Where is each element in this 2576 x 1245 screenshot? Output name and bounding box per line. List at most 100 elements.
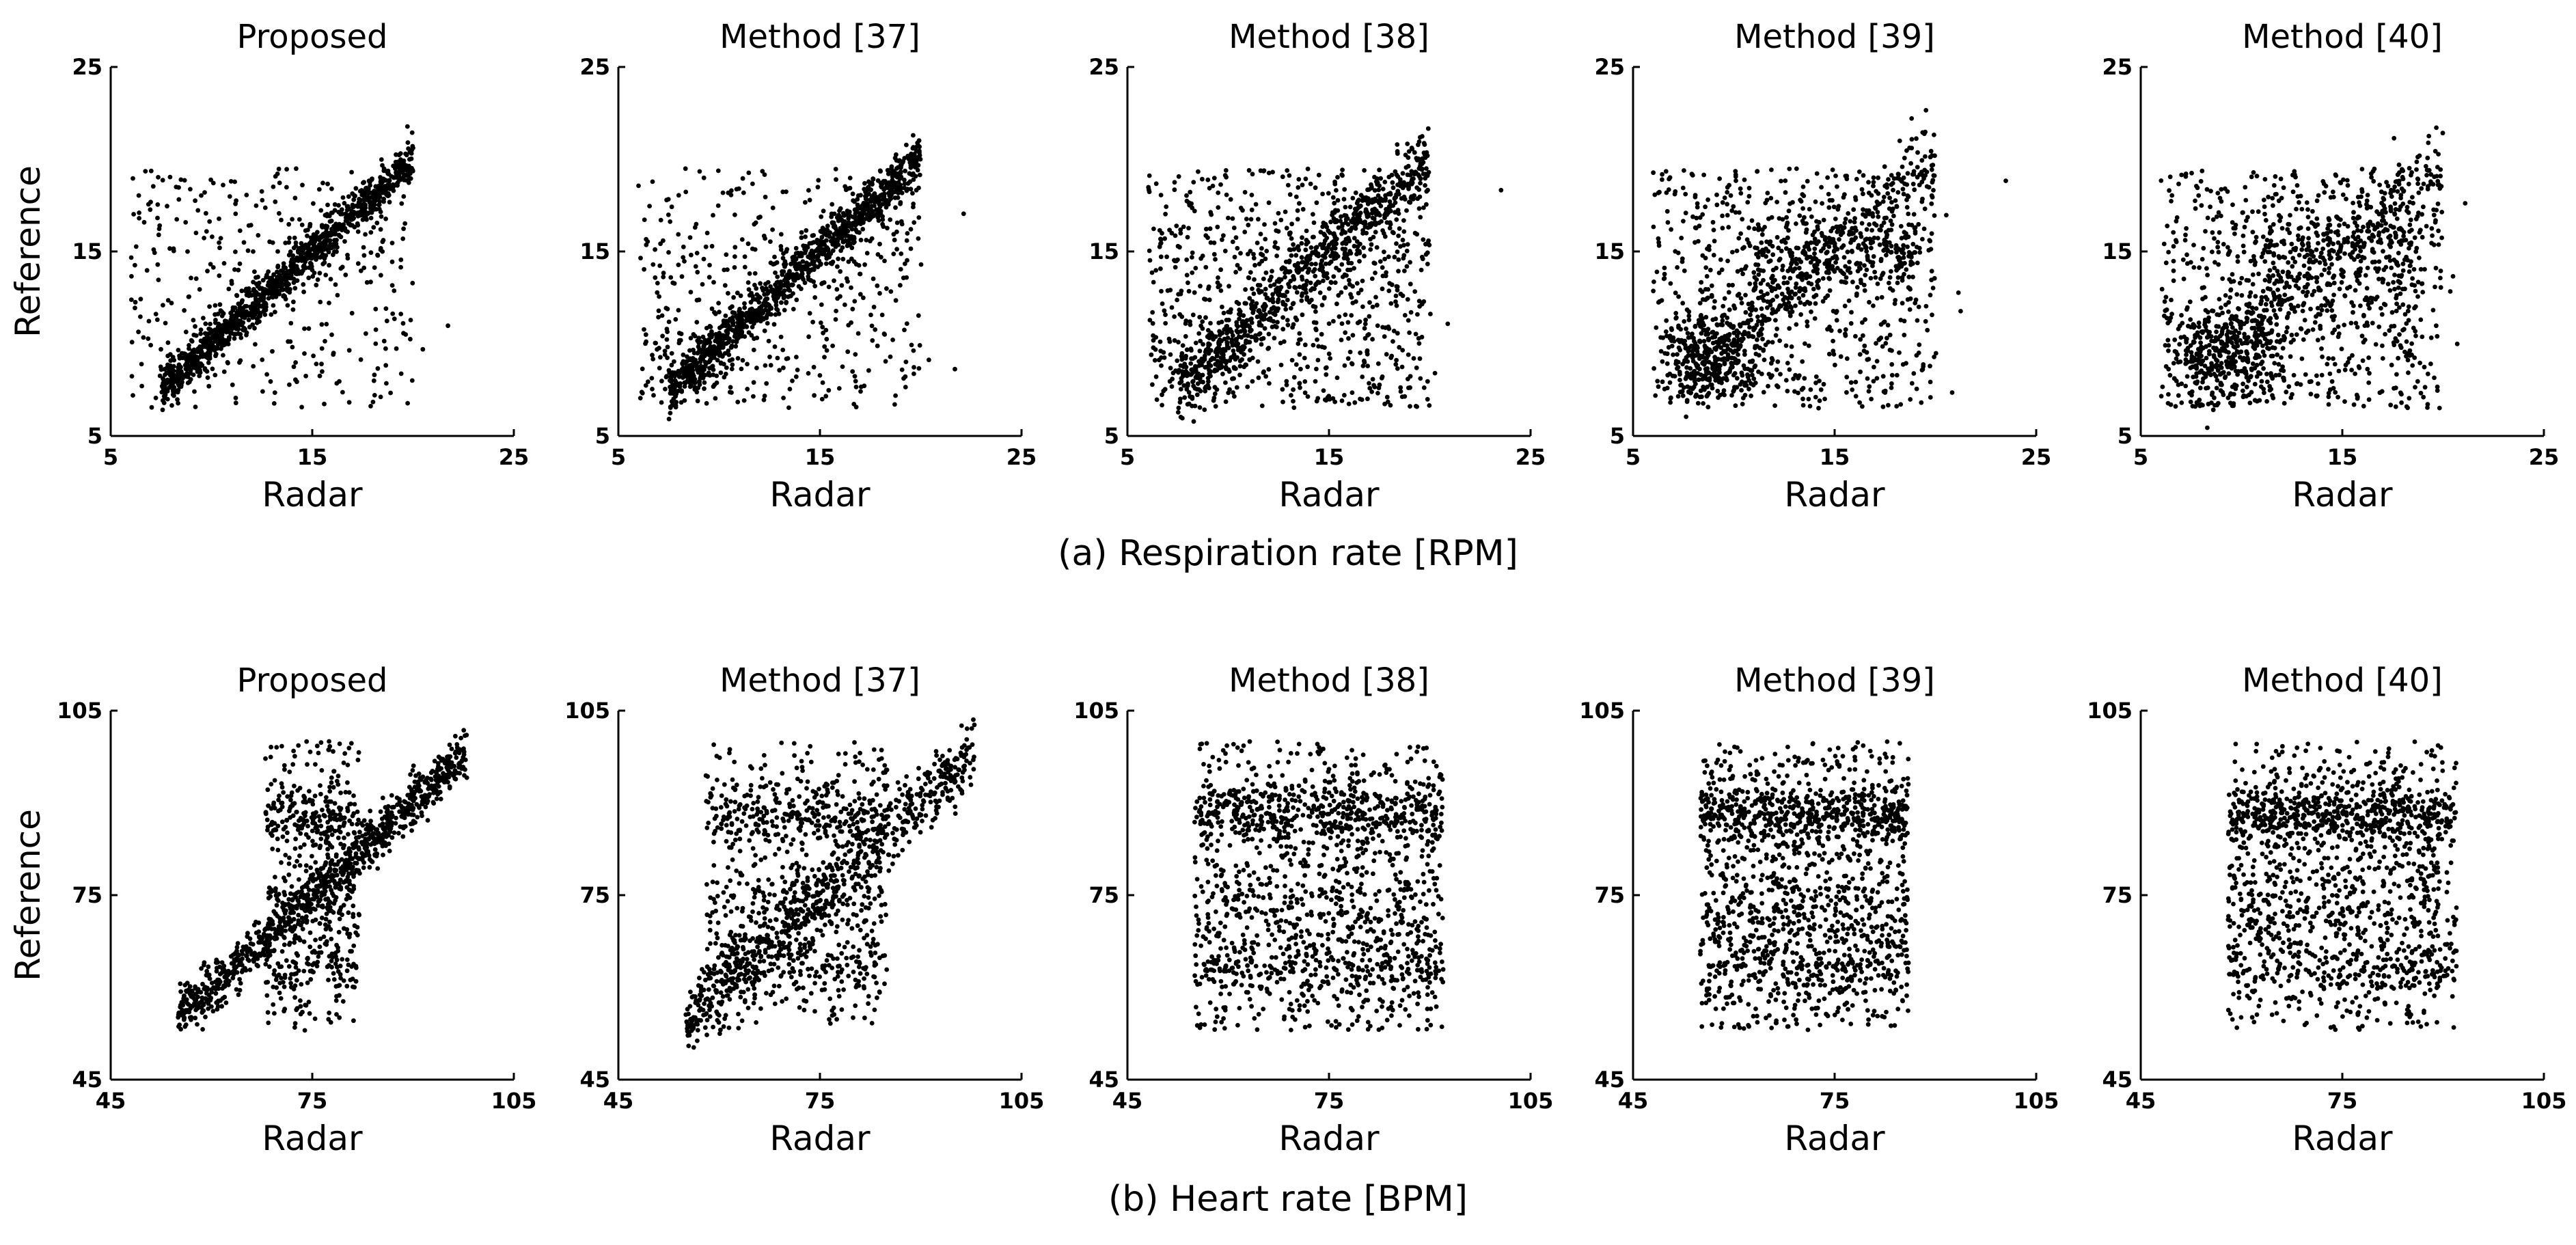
scatter-point (1809, 282, 1814, 287)
scatter-point (1296, 185, 1301, 190)
scatter-point (275, 264, 280, 270)
scatter-point (1907, 307, 1913, 312)
scatter-point (1372, 174, 1377, 180)
scatter-point (333, 226, 338, 232)
scatter-point (688, 290, 694, 295)
scatter-point (403, 332, 409, 337)
scatter-point (1172, 338, 1177, 343)
scatter-point (873, 327, 878, 332)
scatter-point (330, 210, 335, 215)
scatter-point (390, 311, 396, 316)
scatter-point (910, 146, 916, 151)
scatter-point (1397, 344, 1402, 350)
scatter-point (291, 364, 297, 370)
scatter-point (1718, 257, 1723, 262)
scatter-point (399, 167, 405, 172)
scatter-point (1280, 327, 1286, 332)
scatter-point (320, 252, 325, 257)
scatter-points (1651, 108, 2008, 420)
scatter-point (1915, 260, 1920, 266)
scatter-point (381, 199, 386, 204)
scatter-point (694, 298, 700, 303)
scatter-point (210, 335, 215, 340)
scatter-point (256, 275, 260, 279)
scatter-point (875, 343, 880, 348)
scatter-point (1197, 348, 1203, 354)
scatter-point (884, 286, 889, 291)
scatter-point (644, 243, 649, 247)
scatter-point (1281, 339, 1287, 344)
scatter-point (1313, 262, 1318, 266)
scatter-point (1270, 269, 1274, 274)
scatter-point (909, 163, 914, 167)
scatter-point (1805, 319, 1810, 325)
scatter-point (208, 177, 213, 182)
scatter-point (1324, 372, 1329, 377)
scatter-point (1259, 246, 1264, 251)
scatter-point (1294, 290, 1300, 295)
scatter-point (1383, 196, 1388, 201)
scatter-point (1339, 321, 1345, 326)
scatter-point (1198, 284, 1203, 289)
scatter-point (908, 227, 914, 232)
scatter-point (679, 274, 685, 279)
scatter-point (883, 359, 888, 364)
scatter-point (198, 364, 204, 369)
scatter-point (1221, 233, 1226, 238)
scatter-point (1432, 370, 1438, 376)
scatter-point (1775, 294, 1779, 299)
scatter-point (1338, 219, 1343, 223)
scatter-point (1315, 337, 1319, 342)
scatter-point (1230, 341, 1235, 346)
scatter-point (129, 374, 135, 379)
scatter-point (1186, 280, 1190, 286)
scatter-point (262, 205, 268, 210)
scatter-point (1237, 312, 1242, 317)
scatter-point (726, 352, 732, 357)
scatter-point (303, 373, 308, 379)
scatter-point (1746, 185, 1752, 191)
scatter-point (324, 233, 329, 238)
scatter-point (176, 381, 180, 387)
x-axis-label: Radar (1784, 475, 1885, 515)
scatter-point (368, 250, 374, 256)
scatter-point (239, 323, 245, 328)
scatter-point (1150, 310, 1155, 315)
scatter-point (676, 307, 681, 313)
scatter-point (1374, 245, 1380, 250)
x-tick-label: 25 (499, 444, 530, 470)
scatter-point (657, 366, 662, 371)
scatter-point (1229, 355, 1234, 360)
scatter-point (1413, 331, 1419, 337)
scatter-point (823, 261, 829, 266)
scatter-point (651, 393, 656, 398)
scatter-point (1390, 230, 1395, 235)
scatter-point (1406, 352, 1411, 357)
scatter-point (732, 265, 737, 270)
scatter-point (1172, 314, 1177, 319)
scatter-point (835, 232, 840, 237)
scatter-point (669, 351, 674, 356)
scatter-point (851, 241, 856, 245)
scatter-point (227, 194, 232, 199)
scatter-point (662, 348, 668, 353)
scatter-point (366, 191, 372, 196)
scatter-point (1386, 191, 1391, 197)
scatter-point (640, 366, 645, 372)
scatter-point (775, 295, 780, 301)
scatter-point (383, 216, 388, 221)
scatter-point (676, 262, 681, 267)
scatter-point (1182, 361, 1188, 367)
scatter-points (128, 124, 450, 413)
scatter-point (882, 178, 888, 184)
scatter-point (391, 188, 396, 193)
x-tick-label: 5 (611, 444, 626, 470)
scatter-point (879, 312, 885, 318)
scatter-point (1770, 340, 1775, 345)
scatter-point (824, 336, 830, 342)
scatter-point (1677, 377, 1682, 383)
scatter-point (1272, 324, 1278, 329)
scatter-point (383, 185, 387, 191)
scatter-point (741, 190, 746, 195)
x-axis-label: Radar (1278, 475, 1380, 515)
